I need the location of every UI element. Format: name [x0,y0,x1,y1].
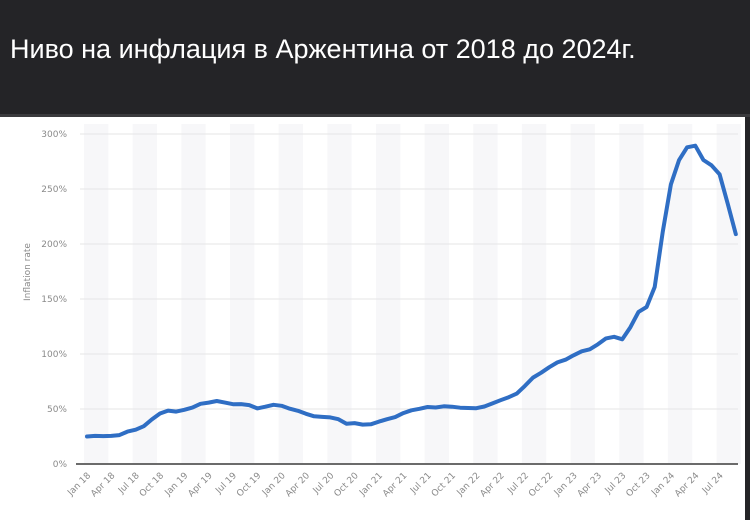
x-tick-label: Oct 19 [235,471,263,499]
x-tick-label: Jan 23 [552,471,580,499]
x-tick-label: Jan 19 [163,471,191,499]
x-tick-label: Apr 19 [187,471,215,499]
y-axis-ticks: 0% 50% 100% 150% 200% 250% 300% [41,130,67,470]
x-tick-label: Jan 21 [357,471,385,499]
x-tick-label: Jan 20 [260,471,288,499]
background-band [619,124,644,464]
y-tick-label: 0% [53,460,68,470]
background-band [132,124,157,464]
x-tick-label: Oct 21 [430,471,458,499]
y-tick-label: 150% [41,295,67,305]
y-tick-label: 50% [47,405,67,415]
y-tick-label: 250% [41,185,67,195]
gridlines [80,133,738,410]
background-band [424,124,449,464]
divider [0,114,750,117]
y-tick-label: 300% [41,130,67,140]
x-tick-label: Jan 18 [65,471,93,499]
x-tick-label: Oct 18 [138,471,166,499]
x-tick-label: Oct 20 [333,471,361,499]
background-band [229,124,255,464]
x-tick-label: Jan 24 [649,471,677,499]
x-tick-label: Apr 21 [381,471,409,499]
header-banner: Ниво на инфлация в Аржентина от 2018 до … [0,0,750,115]
background-band [473,124,498,464]
x-tick-label: Apr 20 [284,471,312,499]
panel-edge [745,117,750,520]
page-title: Ниво на инфлация в Аржентина от 2018 до … [10,34,636,64]
x-tick-label: Oct 22 [527,471,555,499]
x-tick-label: Apr 24 [673,471,701,499]
background-band [570,124,595,464]
y-tick-label: 100% [41,350,67,360]
y-axis-label: Inflation rate [23,243,33,301]
background-band [667,124,693,464]
inflation-line [85,143,738,439]
x-tick-label: Jan 22 [455,471,483,499]
background-bands [84,124,741,464]
x-tick-label: Apr 22 [479,471,507,499]
background-band [84,124,109,464]
x-tick-label: Apr 18 [89,471,117,499]
background-band [181,124,206,464]
x-tick-label: Jul 24 [700,471,726,497]
y-tick-label: 200% [41,240,67,250]
background-band [375,124,401,464]
background-band [521,124,547,464]
x-tick-label: Apr 23 [576,471,604,499]
background-band [327,124,352,464]
x-tick-label: Oct 23 [625,471,653,499]
